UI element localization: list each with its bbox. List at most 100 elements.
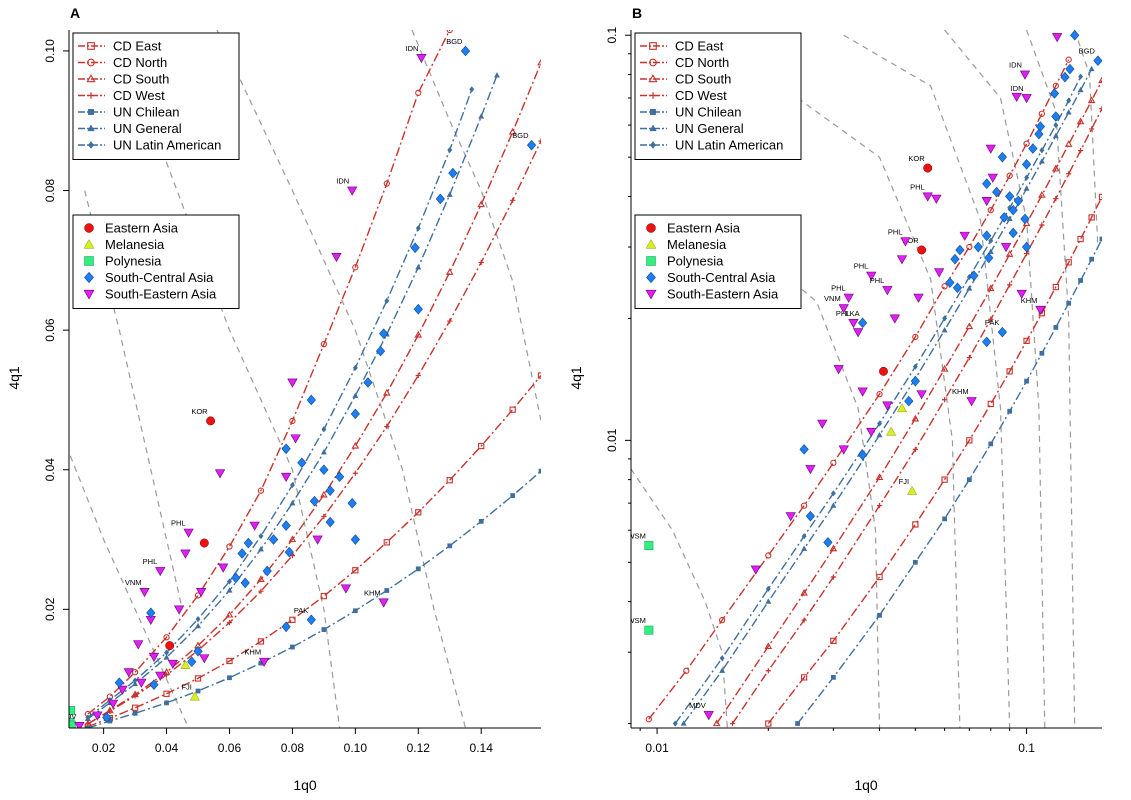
panel-a-country-point xyxy=(74,722,85,728)
panel-b-series-point xyxy=(1039,222,1045,228)
panel-b-series-point xyxy=(765,668,771,674)
panel-b-series-point xyxy=(830,459,837,466)
panel-a-series-point xyxy=(478,442,485,450)
panel-b-country-point xyxy=(879,366,888,376)
panel-b-legend-marker xyxy=(649,42,657,50)
panel-b-legend-marker xyxy=(650,109,656,115)
panel-b-country-label: WSM xyxy=(604,597,622,606)
panel-b-series-point xyxy=(942,315,948,322)
panel-b-series-point xyxy=(1006,368,1013,375)
panel-b-series-point xyxy=(1064,140,1073,147)
panel-a-series-point xyxy=(195,688,201,694)
panel-a-series-point xyxy=(320,592,328,600)
panel-a-country-label: BGD xyxy=(446,37,463,46)
panel-b-series-point xyxy=(719,655,725,662)
panel-b-series-line xyxy=(716,80,1102,724)
panel-b-country-label: PHL xyxy=(888,227,903,236)
panel-a-country-point xyxy=(347,497,357,509)
panel-a-legend-marker xyxy=(87,58,95,67)
panel-b-country-label: PAK xyxy=(985,318,999,327)
panel-b-series-cd-north xyxy=(645,56,1072,723)
panel-b-legend-label: Melanesia xyxy=(667,237,727,252)
panel-a-country-point xyxy=(375,345,386,357)
panel-b-country-point xyxy=(999,212,1009,223)
panel-b: B 1q0 4q1 KOR KOR FJI WSM WSM WSM MDV IDN IDN IDN… xyxy=(568,5,1102,793)
panel-b-country-point xyxy=(931,194,942,204)
panel-b-country-point xyxy=(1000,243,1012,253)
panel-a-series-point xyxy=(163,672,170,678)
panel-b-isoline xyxy=(1026,30,1076,728)
panel-b-series-cd-east xyxy=(765,193,1102,727)
panel-b-country-point xyxy=(985,144,996,154)
panel-b-series-point xyxy=(765,598,772,604)
panel-a-series-point xyxy=(289,417,296,425)
panel-b-country-label: BGD xyxy=(1055,21,1072,30)
panel-b-country-point xyxy=(982,230,992,241)
panel-b-series-point xyxy=(987,400,994,408)
panel-b-series-point xyxy=(1007,282,1013,288)
panel-a-legend-label: Polynesia xyxy=(105,254,162,269)
panel-b-country-point xyxy=(997,326,1007,338)
panel-a-country-label: KHM xyxy=(364,588,381,597)
panel-a-series-un-latin-american xyxy=(85,86,475,721)
panel-b-series-point xyxy=(795,721,800,726)
panel-a-series-point xyxy=(320,449,327,455)
panel-a-series-point xyxy=(415,566,421,572)
panel-b-series-point xyxy=(1065,109,1072,115)
panel-a-series-point xyxy=(478,519,484,524)
panel-a-series-point xyxy=(508,127,517,135)
panel-b-country-point xyxy=(917,245,927,255)
panel-b-country-point xyxy=(848,318,859,329)
panel-a-series-point xyxy=(289,482,295,489)
panel-a-series-point xyxy=(352,608,358,614)
panel-a-series-point xyxy=(164,700,169,706)
panel-b-series-point xyxy=(876,431,883,438)
panel-b-country-point xyxy=(889,314,900,324)
panel-b-country-point xyxy=(1013,195,1023,207)
panel-b-country-point xyxy=(823,537,833,548)
panel-b-series-point xyxy=(1052,132,1059,139)
panel-b-country-point xyxy=(955,244,965,256)
panel-a-country-point xyxy=(189,691,200,701)
panel-a-country-point xyxy=(249,521,260,531)
panel-b-country-point xyxy=(1028,143,1038,154)
panel-b-series-point xyxy=(875,473,884,481)
panel-b-country-point xyxy=(934,268,945,278)
panel-b-country-point xyxy=(644,625,654,635)
panel-a-series-line xyxy=(87,470,541,728)
panel-a-series-point xyxy=(352,264,359,271)
panel-b-series-point xyxy=(712,719,721,727)
panel-b-series-point xyxy=(1023,337,1030,345)
panel-a-country-point xyxy=(306,614,316,626)
panel-b-series-point xyxy=(764,642,773,650)
panel-b-series-point xyxy=(1066,300,1072,306)
panel-a-legend-label: Eastern Asia xyxy=(105,221,179,236)
panel-b-country-point xyxy=(1021,159,1032,170)
panel-a-legend-label: South-Central Asia xyxy=(105,270,214,285)
panel-a-country-point xyxy=(206,416,216,426)
panel-a-legend-label: UN General xyxy=(113,121,182,136)
panel-b-country-point xyxy=(805,510,816,522)
panel-b-series-point xyxy=(1023,140,1030,147)
panel-a-country-label: PHL xyxy=(143,557,158,566)
panel-b-legend-marker xyxy=(649,58,657,67)
panel-a-country-point xyxy=(435,193,445,205)
panel-a-series-point xyxy=(195,616,201,623)
panel-b-legend-label: UN Chilean xyxy=(675,105,741,120)
panel-b-country-label: MDV xyxy=(689,701,706,710)
panel-a-plot-area: KORFJIWSMWSMWSMMDVIDNIDNKHMKHMPHLPHLVNMB… xyxy=(69,30,541,728)
panel-b-country-point xyxy=(959,231,970,241)
panel-a-series-line xyxy=(87,30,451,715)
panel-a-isoline xyxy=(69,455,190,728)
panel-b-series-point xyxy=(800,502,808,509)
panel-a-series-point xyxy=(446,30,453,34)
panel-b-series-point xyxy=(1006,215,1013,222)
panel-b-series-point xyxy=(987,248,994,254)
panel-a-country-point xyxy=(136,678,147,688)
panel-a-country-point xyxy=(347,186,358,196)
panel-b-series-line xyxy=(683,68,1093,724)
panel-a-series-point xyxy=(257,638,265,645)
panel-a-country-label: IDN xyxy=(336,177,349,186)
panel-b-country-point xyxy=(843,293,854,303)
